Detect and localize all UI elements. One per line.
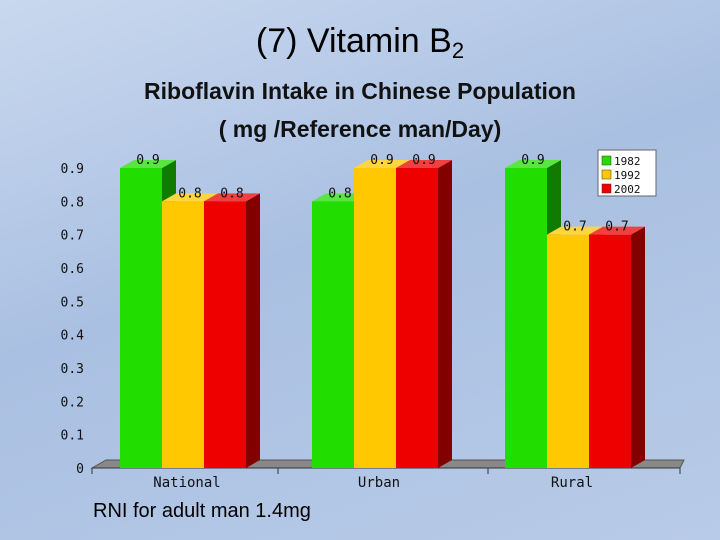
legend-label: 2002 <box>614 183 641 196</box>
bar <box>354 168 396 468</box>
chart-subtitle-line1: Riboflavin Intake in Chinese Population <box>144 78 576 104</box>
bar-top <box>547 226 603 235</box>
x-category-label: Rural <box>551 475 593 491</box>
bar <box>589 234 631 468</box>
bar <box>120 168 162 468</box>
x-category-label: National <box>153 475 220 491</box>
x-category-label: Urban <box>358 475 400 491</box>
data-label: 0.8 <box>328 186 351 201</box>
bar-top <box>396 160 452 168</box>
data-label: 0.8 <box>220 186 243 201</box>
legend-label: 1982 <box>614 155 641 168</box>
title-subscript: 2 <box>451 38 465 63</box>
bar <box>312 201 354 469</box>
data-label: 0.8 <box>178 186 201 201</box>
y-tick-label: 0.4 <box>61 329 85 344</box>
data-label: 0.7 <box>563 220 586 235</box>
data-label: 0.9 <box>136 153 159 168</box>
legend-swatch <box>601 169 612 180</box>
y-tick-label: 0.6 <box>61 262 84 277</box>
bar-top <box>589 226 645 235</box>
bar-top <box>204 193 260 202</box>
bar <box>547 234 589 468</box>
data-label: 0.7 <box>605 220 628 235</box>
bar-top <box>120 160 176 168</box>
bar-side <box>438 160 452 468</box>
title-main: (7) Vitamin B <box>255 22 452 60</box>
legend-swatch <box>601 183 612 194</box>
legend-label: 1992 <box>614 169 641 182</box>
data-label: 0.9 <box>412 153 435 168</box>
bar-top <box>162 193 218 202</box>
footnote: RNI for adult man 1.4mg <box>93 500 311 522</box>
data-label: 0.9 <box>370 153 393 168</box>
bar <box>505 168 547 468</box>
bar-side <box>631 226 645 468</box>
bar <box>396 168 438 468</box>
y-tick-label: 0.2 <box>61 395 84 410</box>
bar-side <box>246 193 260 469</box>
legend-swatch <box>601 155 612 166</box>
data-label: 0.9 <box>521 153 544 168</box>
bar-top <box>354 160 410 168</box>
bar <box>162 201 204 469</box>
y-tick-label: 0.5 <box>61 295 84 310</box>
chart-title: (7) Vitamin B2 <box>0 22 720 64</box>
y-tick-label: 0.1 <box>61 429 84 444</box>
y-tick-label: 0.8 <box>61 195 84 210</box>
y-tick-label: 0 <box>76 462 84 477</box>
chart-subtitle-line2: ( mg /Reference man/Day) <box>218 116 502 142</box>
y-tick-label: 0.9 <box>61 162 84 177</box>
y-tick-label: 0.7 <box>61 229 84 244</box>
bar-top <box>505 160 561 168</box>
y-tick-label: 0.3 <box>61 362 84 377</box>
bar <box>204 201 246 469</box>
